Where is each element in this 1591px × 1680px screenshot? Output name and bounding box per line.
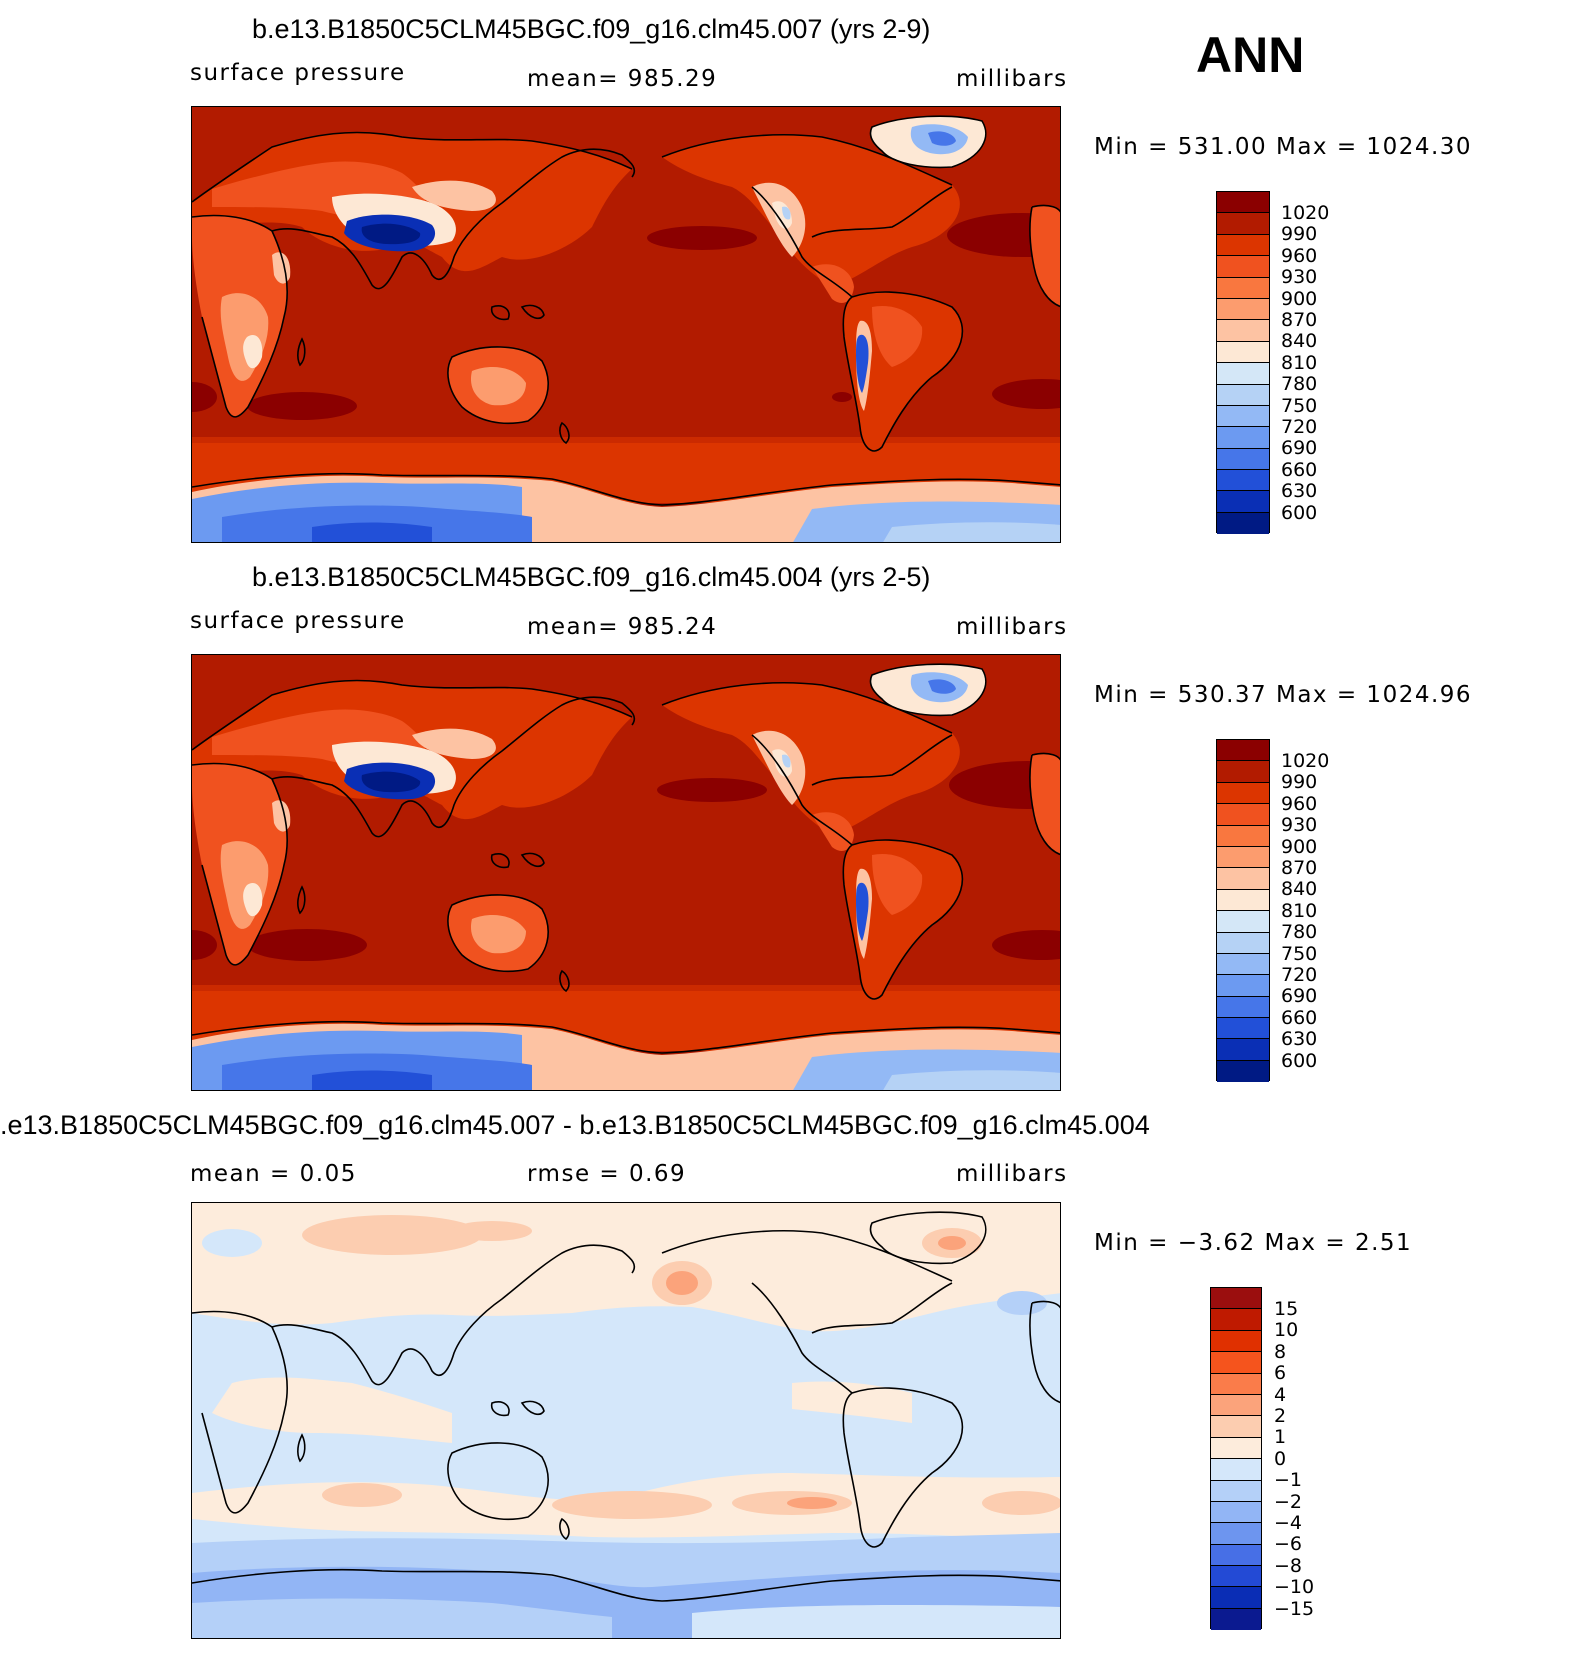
panel-3-colorbar [1210,1287,1262,1631]
colorbar-label: 810 [1281,899,1318,922]
panel-2-title: b.e13.B1850C5CLM45BGC.f09_g16.clm45.004 … [252,562,931,592]
colorbar-label: 630 [1281,480,1318,503]
colorbar-label: 0 [1274,1447,1287,1470]
panel-3-units-label: millibars [956,1161,1068,1187]
colorbar-label: 990 [1281,771,1318,794]
panel-3-map [191,1202,1061,1639]
antarctica-coastline [192,1568,1060,1602]
colorbar-label: 2 [1274,1405,1287,1427]
high-pressure-cell [247,929,367,961]
colorbar-label: 780 [1281,373,1318,396]
colorbar-label: 660 [1281,458,1318,481]
colorbar-label: 15 [1274,1298,1299,1320]
colorbar-label: 990 [1281,223,1318,246]
colorbar-label: −15 [1274,1597,1315,1620]
panel-1-units-label: millibars [956,66,1068,92]
panel-1-min-max: Min = 531.00 Max = 1024.30 [1094,134,1473,160]
colorbar-label: 840 [1281,330,1318,353]
colorbar-label: −2 [1274,1490,1303,1513]
colorbar-label: 660 [1281,1006,1318,1029]
colorbar-label: 720 [1281,964,1318,986]
south-america-landmass [843,840,963,999]
panel-1-map [191,106,1061,543]
colorbar-label: −4 [1274,1512,1303,1534]
panel-3-min-max: Min = −3.62 Max = 2.51 [1094,1230,1413,1256]
colorbar-label: 1020 [1281,750,1330,772]
positive-anomaly-region [192,1203,1060,1332]
colorbar-label: −6 [1274,1533,1303,1556]
colorbar-label: 690 [1281,437,1318,460]
colorbar-label: 630 [1281,1028,1318,1051]
colorbar-label: 900 [1281,835,1318,858]
colorbar-label: 870 [1281,309,1318,331]
panel-2-colorbar [1216,739,1270,1083]
andes-low [856,882,869,941]
colorbar-label: 600 [1281,501,1318,524]
season-label: ANN [1196,27,1305,83]
panel-3-mean-label: mean = 0.05 [190,1161,357,1187]
colorbar-label: 6 [1274,1362,1287,1385]
coastline [192,214,289,418]
colorbar-label: 960 [1281,244,1318,267]
colorbar-label: −1 [1274,1469,1303,1492]
south-america-landmass [843,292,963,451]
colorbar-label: 720 [1281,416,1318,438]
colorbar-label: 840 [1281,878,1318,901]
coastline [192,1310,289,1514]
andes-low [856,334,869,393]
colorbar-label: 960 [1281,792,1318,815]
colorbar-label: 1 [1274,1426,1287,1449]
colorbar-label: 690 [1281,985,1318,1008]
north-america-landmass [662,134,960,287]
panel-3-rmse-label: rmse = 0.69 [527,1161,687,1187]
panel-2-units-label: millibars [956,614,1068,640]
colorbar-label: 4 [1274,1383,1287,1406]
antarctica-coastline [192,472,1060,506]
colorbar-label: −10 [1274,1576,1315,1599]
colorbar-label: 10 [1274,1319,1299,1342]
colorbar-label: 750 [1281,394,1318,417]
colorbar-label: 930 [1281,814,1318,837]
coastline [192,762,289,966]
colorbar-label: 750 [1281,942,1318,965]
panel-1-variable-label: surface pressure [190,60,406,86]
panel-1-title: b.e13.B1850C5CLM45BGC.f09_g16.clm45.007 … [252,14,931,44]
colorbar-label: 780 [1281,921,1318,944]
colorbar-label: 900 [1281,287,1318,310]
colorbar-label: 1020 [1281,202,1330,224]
antarctica-coastline [192,1020,1060,1054]
panel-2-map [191,654,1061,1091]
colorbar-label: 930 [1281,266,1318,289]
colorbar-label: 810 [1281,351,1318,374]
panel-1-colorbar [1216,191,1270,535]
panel-2-mean-label: mean= 985.24 [527,614,718,640]
colorbar-label: 600 [1281,1049,1318,1072]
panel-2-variable-label: surface pressure [190,608,406,634]
colorbar-label: −8 [1274,1554,1303,1577]
north-america-landmass [662,682,960,835]
panel-2-min-max: Min = 530.37 Max = 1024.96 [1094,682,1473,708]
panel-3-title: .e13.B1850C5CLM45BGC.f09_g16.clm45.007 -… [0,1110,1150,1140]
panel-1-mean-label: mean= 985.29 [527,66,718,92]
high-pressure-cell [247,392,357,420]
colorbar-label: 8 [1274,1340,1287,1363]
colorbar-label: 870 [1281,857,1318,879]
